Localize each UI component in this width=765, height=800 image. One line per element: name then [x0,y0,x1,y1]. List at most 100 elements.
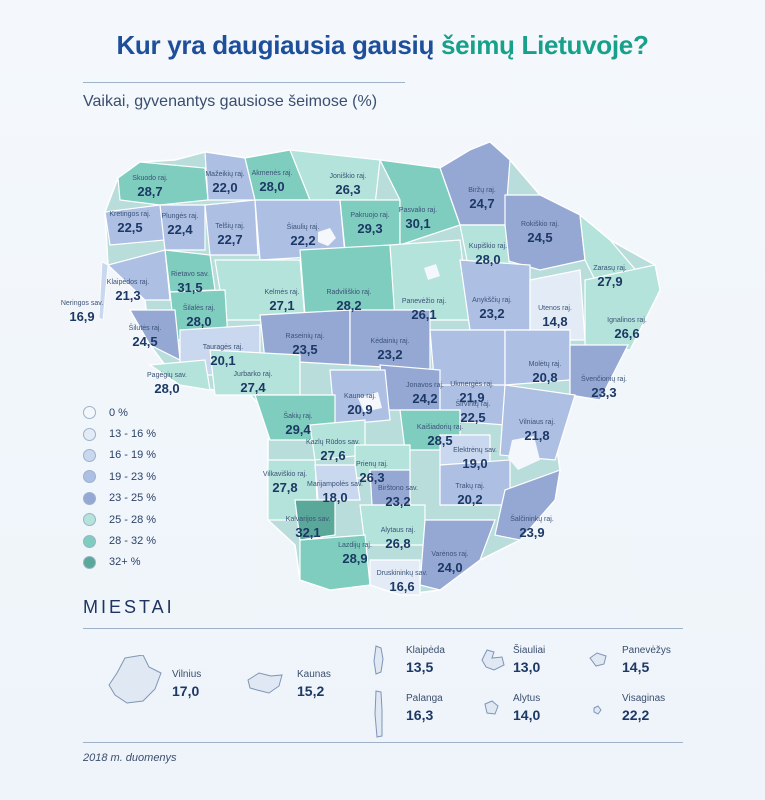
city-value: 16,3 [406,707,434,723]
visaginas-shape-icon [593,705,602,715]
region-value: 24,5 [527,230,552,245]
city-visaginas: Visaginas 22,2 [622,693,665,723]
region-value: 20,2 [457,492,482,507]
legend-label: 0 % [109,406,128,419]
city-value: 13,0 [513,659,541,675]
region-value: 22,2 [290,233,315,248]
region-shape-varena [419,519,496,591]
city-name: Šiauliai [513,645,546,656]
cities-top-divider [83,628,683,629]
region-value: 26,8 [385,536,410,551]
region-value: 24,5 [132,334,157,349]
region-name: Raseinių raj. [286,333,325,340]
region-name: Alytaus raj. [381,527,416,534]
region-name: Šilutės raj. [129,323,162,332]
region-name: Ignalinos raj. [607,317,647,324]
region-name: Kelmės raj. [264,289,299,296]
region-value: 14,8 [542,314,567,329]
region-value: 31,5 [177,280,202,295]
region-shape-kalvarija [294,499,336,541]
region-name: Kalvarijos sav. [286,516,331,523]
legend-label: 25 - 28 % [109,513,157,526]
region-shape-skuodas [117,161,209,206]
region-name: Rokiškio raj. [521,221,559,228]
map-hole-panevezys [424,264,440,280]
region-name: Molėtų raj. [529,361,562,368]
region-value: 24,0 [437,560,462,575]
city-klaipeda: Klaipėda 13,5 [406,645,445,675]
region-name: Biržų raj. [468,187,496,194]
region-labels: Skuodo raj. 28,7 Mažeikių raj. 22,0 Akmenės … [61,170,647,594]
map-hole-kaunas [358,392,382,412]
region-value: 21,8 [524,428,549,443]
region-value: 29,4 [285,422,311,437]
region-name: Anykščių raj. [472,297,512,304]
legend-label: 13 - 16 % [109,428,157,441]
siauliai-shape-icon [481,649,505,671]
region-name: Birštono sav. [378,485,418,492]
region-name: Elektrėnų sav. [453,447,497,454]
region-name: Skuodo raj. [132,175,167,182]
city-palanga: Palanga 16,3 [406,693,443,723]
map-legend: 0 % 13 - 16 % 16 - 19 % 19 - 23 % 23 - 2… [83,402,156,573]
region-value: 23,5 [292,342,317,357]
region-shape-svencionys [569,344,629,401]
region-name: Akmenės raj. [252,170,293,177]
region-name: Zarasų raj. [593,265,627,272]
region-name: Neringos sav. [61,300,103,307]
legend-swatch [83,406,96,420]
region-value: 23,9 [519,525,544,540]
cities-bottom-divider [83,742,683,743]
region-value: 23,2 [479,306,504,321]
region-value: 16,9 [69,309,94,324]
region-value: 21,9 [459,390,484,405]
legend-swatch [83,513,96,527]
legend-item: 25 - 28 % [83,509,156,530]
city-panevezys: Panevėžys 14,5 [622,645,671,675]
region-value: 28,0 [154,381,179,396]
region-value: 26,3 [335,182,360,197]
vilnius-shape-icon [108,655,162,704]
region-value: 27,4 [240,380,266,395]
region-value: 28,0 [475,252,500,267]
region-name: Kaišiadorių raj. [417,424,463,431]
region-shape-neringa [98,261,109,321]
region-value: 28,7 [137,184,162,199]
city-vilnius: Vilnius 17,0 [172,669,201,699]
legend-item: 32+ % [83,552,156,573]
city-name: Visaginas [622,693,666,704]
lithuania-map: Skuodo raj. 28,7 Mažeikių raj. 22,0 Akmenės … [61,141,661,596]
legend-label: 32+ % [109,556,141,569]
city-alytus: Alytus 14,0 [513,693,540,723]
region-name: Ukmergės raj. [450,381,494,388]
map-subtitle: Vaikai, gyvenantys gausiose šeimose (%) [83,93,378,110]
region-name: Mažeikių raj. [205,171,244,178]
region-value: 21,3 [115,288,140,303]
panevezys-shape-icon [589,652,607,667]
city-siauliai: Šiauliai 13,0 [513,645,545,675]
region-shape-telsiai [204,199,259,256]
city-value: 22,2 [622,707,650,723]
map-hole-vilnius [508,436,540,470]
legend-item: 0 % [83,402,156,423]
region-value: 27,1 [269,298,294,313]
region-shape-ignalina [584,264,661,351]
legend-label: 16 - 19 % [109,449,157,462]
data-year-note: 2018 m. duomenys [83,752,177,764]
region-name: Jonavos raj. [406,382,444,389]
page-title: Kur yra daugiausia gausių šeimų Lietuvoj… [0,30,765,61]
region-name: Plungės raj. [162,213,199,220]
region-value: 22,7 [217,232,242,247]
region-name: Trakų raj. [455,483,484,490]
region-value: 20,9 [347,402,372,417]
map-hole-siauliai [318,228,336,246]
region-value: 20,8 [532,370,557,385]
region-shape-marijampole [314,464,361,501]
legend-item: 28 - 32 % [83,530,156,551]
region-name: Vilkaviškio raj. [263,471,307,478]
region-name: Klaipėdos raj. [107,279,149,286]
city-value: 14,5 [622,659,650,675]
region-value: 28,2 [336,298,361,313]
region-value: 16,6 [389,579,414,594]
region-name: Šilalės raj. [183,303,215,312]
